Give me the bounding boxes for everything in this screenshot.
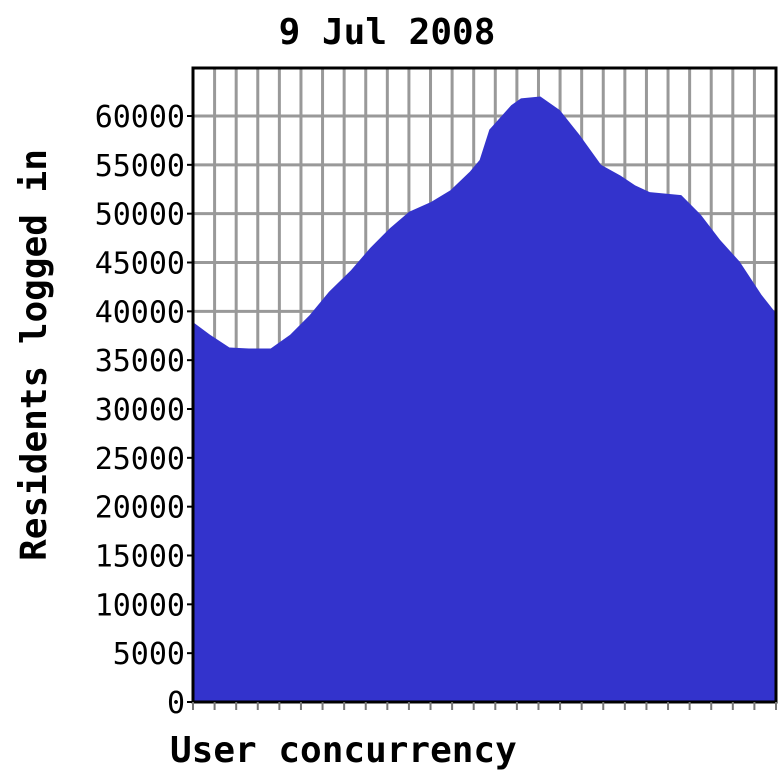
x-axis <box>192 702 777 710</box>
y-tick-label: 5000 <box>113 637 185 672</box>
y-tick-label: 60000 <box>95 100 185 135</box>
y-tick-label: 20000 <box>95 491 185 526</box>
y-tick-label: 45000 <box>95 247 185 282</box>
y-tick-label: 25000 <box>95 442 185 477</box>
y-tick-label: 30000 <box>95 393 185 428</box>
y-tick-label: 55000 <box>95 149 185 184</box>
y-axis-label: Residents logged in <box>14 149 55 561</box>
y-axis: 0 5000 10000 15000 20000 25000 30000 35000 40000… <box>95 100 193 721</box>
y-tick-label: 50000 <box>95 198 185 233</box>
y-tick-label: 10000 <box>95 588 185 623</box>
y-tick-label: 15000 <box>95 540 185 575</box>
chart-title: 9 Jul 2008 <box>279 12 496 53</box>
plot-frame <box>191 66 778 704</box>
x-axis-label: User concurrency <box>170 730 517 771</box>
y-tick-label: 40000 <box>95 295 185 330</box>
series-area <box>193 96 776 702</box>
y-tick-label: 0 <box>167 686 185 721</box>
y-tick-label: 35000 <box>95 344 185 379</box>
